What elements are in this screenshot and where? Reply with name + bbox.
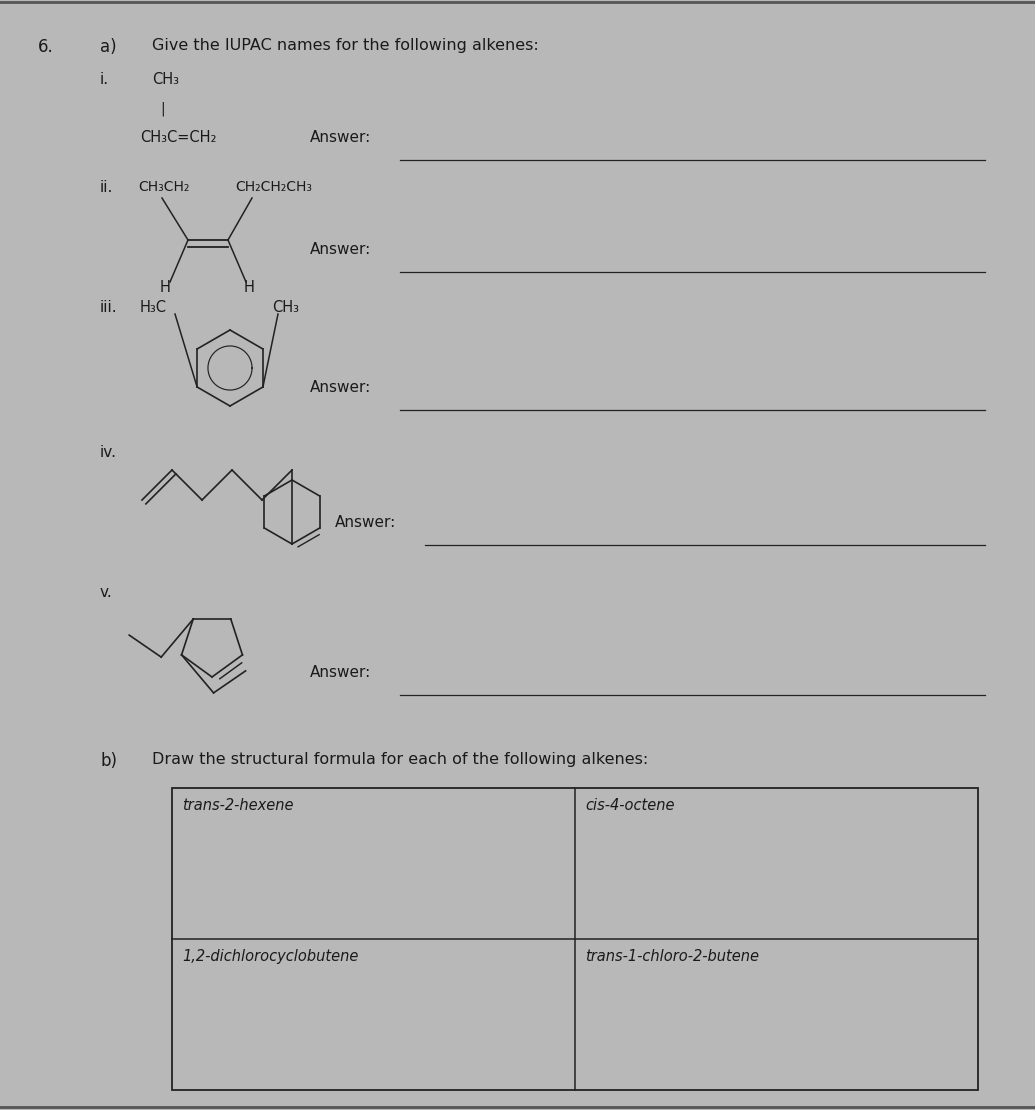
Text: cis-4-octene: cis-4-octene: [585, 798, 675, 813]
Text: Give the IUPAC names for the following alkenes:: Give the IUPAC names for the following a…: [152, 38, 539, 53]
Text: CH₃: CH₃: [272, 300, 299, 315]
Text: Answer:: Answer:: [310, 242, 372, 258]
Text: |: |: [160, 102, 165, 117]
Bar: [172, 788, 978, 1090]
Text: CH₃C=CH₂: CH₃C=CH₂: [140, 130, 216, 145]
Text: v.: v.: [100, 585, 113, 601]
Text: i.: i.: [100, 72, 109, 87]
Text: a): a): [100, 38, 117, 56]
Text: CH₃: CH₃: [152, 72, 179, 87]
Text: CH₂CH₂CH₃: CH₂CH₂CH₃: [235, 180, 312, 194]
Text: 1,2-dichlorocyclobutene: 1,2-dichlorocyclobutene: [182, 949, 358, 963]
Text: ii.: ii.: [100, 180, 114, 195]
Text: Answer:: Answer:: [310, 665, 372, 680]
Text: CH₃CH₂: CH₃CH₂: [138, 180, 189, 194]
Text: iii.: iii.: [100, 300, 118, 315]
Text: iv.: iv.: [100, 445, 117, 460]
Text: Answer:: Answer:: [310, 380, 372, 395]
Text: 6.: 6.: [38, 38, 54, 56]
Text: H: H: [244, 280, 255, 295]
Text: H₃C: H₃C: [140, 300, 167, 315]
Text: b): b): [100, 751, 117, 770]
Text: H: H: [160, 280, 171, 295]
Text: trans-1-chloro-2-butene: trans-1-chloro-2-butene: [585, 949, 759, 963]
Text: trans-2-hexene: trans-2-hexene: [182, 798, 294, 813]
Text: Answer:: Answer:: [310, 130, 372, 145]
Text: Draw the structural formula for each of the following alkenes:: Draw the structural formula for each of …: [152, 751, 648, 767]
Text: Answer:: Answer:: [335, 515, 396, 529]
